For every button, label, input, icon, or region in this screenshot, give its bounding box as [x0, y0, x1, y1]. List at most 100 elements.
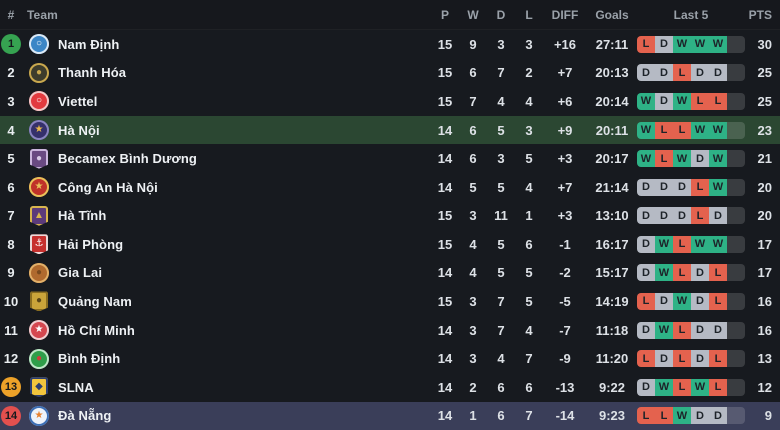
draws-value: 4 — [497, 351, 505, 367]
team-name[interactable]: Hà Tĩnh — [58, 208, 107, 224]
points-value: 20 — [757, 208, 772, 224]
losses-value: 5 — [525, 293, 533, 309]
points-value: 13 — [757, 351, 772, 367]
goals-value: 11:20 — [595, 351, 629, 367]
form-result-badge: W — [709, 121, 727, 139]
team-name[interactable]: SLNA — [58, 379, 94, 395]
team-logo-icon: ● — [29, 262, 49, 283]
form-result-badge: D — [655, 178, 673, 196]
points-value: 25 — [757, 93, 772, 109]
team-name[interactable]: Hồ Chí Minh — [58, 322, 135, 338]
draws-value: 5 — [497, 179, 505, 195]
played-value: 15 — [437, 208, 453, 224]
goals-value: 21:14 — [595, 179, 629, 195]
team-logo-icon: ★ — [29, 405, 49, 426]
form-result-badge: L — [673, 235, 691, 253]
losses-value: 3 — [525, 36, 533, 52]
form-result-badge: W — [655, 378, 673, 396]
form-result-badge: L — [673, 121, 691, 139]
form-result-badge: L — [637, 292, 655, 310]
team-logo-icon: ★ — [29, 177, 49, 198]
team-name[interactable]: Nam Định — [58, 36, 120, 52]
team-name[interactable]: Hà Nội — [58, 122, 100, 138]
team-name[interactable]: Hải Phòng — [58, 236, 124, 252]
losses-value: 6 — [525, 379, 533, 395]
rank-badge: 8 — [7, 236, 15, 252]
team-name[interactable]: Becamex Bình Dương — [58, 151, 197, 167]
goal-diff-value: +9 — [557, 122, 573, 138]
rank-badge: 2 — [7, 65, 15, 81]
rank-badge: 7 — [7, 208, 15, 224]
losses-value: 6 — [525, 236, 533, 252]
team-name[interactable]: Viettel — [58, 93, 98, 109]
form-result-badge: D — [637, 378, 655, 396]
losses-value: 4 — [525, 322, 533, 338]
team-name[interactable]: Gia Lai — [58, 265, 103, 281]
form-result-badge: D — [691, 150, 709, 168]
form-result-badge: D — [655, 350, 673, 368]
header-played: P — [440, 7, 449, 22]
team-logo-icon: ⚓ — [30, 234, 48, 255]
form-result-badge: W — [637, 92, 655, 110]
form-result-badge: W — [655, 235, 673, 253]
header-wins: W — [467, 7, 479, 22]
form-result-badge: L — [637, 35, 655, 53]
team-name[interactable]: Bình Định — [58, 351, 121, 367]
played-value: 14 — [437, 322, 453, 338]
form-upcoming-slot — [727, 35, 745, 53]
team-name[interactable]: Quảng Nam — [58, 293, 132, 309]
table-row[interactable]: 5 ● Becamex Bình Dương 14 6 3 5 +3 20:17… — [0, 144, 780, 173]
rank-badge: 3 — [7, 93, 15, 109]
draws-value: 5 — [497, 265, 505, 281]
table-header-row: # Team P W D L DIFF Goals Last 5 PTS — [0, 0, 780, 30]
losses-value: 5 — [525, 265, 533, 281]
goals-value: 11:18 — [595, 322, 629, 338]
form-result-badge: W — [655, 264, 673, 282]
draws-value: 5 — [497, 122, 505, 138]
form-result-badge: D — [709, 407, 727, 425]
played-value: 15 — [437, 236, 453, 252]
rank-badge: 10 — [3, 293, 19, 309]
team-logo-icon: ◆ — [30, 377, 48, 398]
goal-diff-value: +16 — [553, 36, 577, 52]
rank-badge: 11 — [4, 322, 18, 338]
team-name[interactable]: Đà Nẵng — [58, 408, 112, 424]
wins-value: 4 — [469, 236, 477, 252]
goals-value: 20:13 — [595, 65, 629, 81]
losses-value: 4 — [525, 179, 533, 195]
points-value: 9 — [764, 408, 772, 424]
form-upcoming-slot — [727, 321, 745, 339]
header-rank: # — [7, 7, 15, 22]
form-result-badge: D — [637, 207, 655, 225]
form-result-badge: L — [673, 350, 691, 368]
team-name[interactable]: Thanh Hóa — [58, 65, 127, 81]
losses-value: 7 — [525, 351, 533, 367]
wins-value: 1 — [469, 408, 477, 424]
played-value: 15 — [437, 293, 453, 309]
goals-value: 20:17 — [595, 151, 629, 167]
team-name[interactable]: Công An Hà Nội — [58, 179, 158, 195]
losses-value: 5 — [525, 151, 533, 167]
form-result-badge: L — [709, 92, 727, 110]
form-result-badge: W — [691, 35, 709, 53]
draws-value: 6 — [497, 408, 505, 424]
points-value: 17 — [757, 265, 772, 281]
